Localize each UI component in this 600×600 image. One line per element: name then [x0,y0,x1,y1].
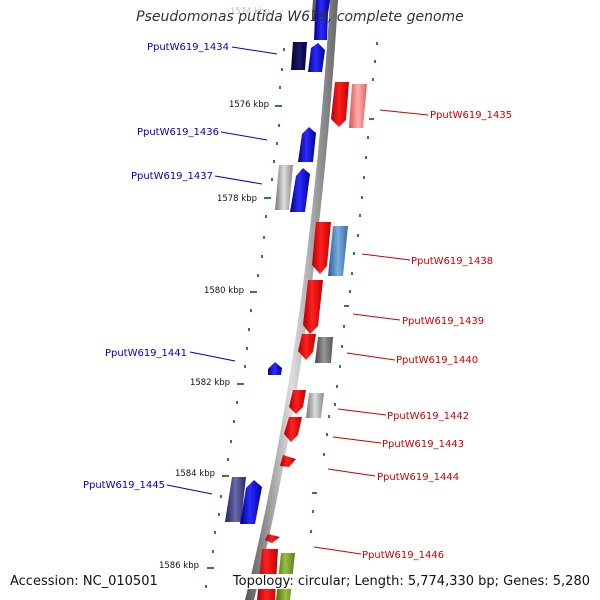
gene-label: PputW619_1441 [105,348,187,359]
gene-1437 [290,168,310,212]
forward-genes [225,0,330,524]
gene-1438b [328,226,348,276]
callout-lines-left [166,46,278,495]
gene-label: PputW619_1444 [377,472,459,483]
scale-labels: 1574 kbp 1576 kbp 1578 kbp 1580 kbp 1582… [159,7,270,571]
gene-1446a [265,534,280,543]
gene-label: PputW619_1442 [387,411,469,422]
gene-label: PputW619_1445 [83,480,165,491]
outer-tick-track [310,42,378,533]
gene-1443 [284,417,302,442]
gene-1445a [225,477,246,522]
gene-1434 [308,43,325,72]
gene-1445 [240,480,262,524]
gene-labels-left: PputW619_1434 PputW619_1436 PputW619_143… [83,42,229,491]
gene-label: PputW619_1437 [131,171,213,182]
gene-1433b [314,0,330,40]
gene-label: PputW619_1434 [147,42,229,53]
genome-backbone [245,0,338,600]
scale-label: 1576 kbp [229,100,269,110]
gene-1444 [280,455,296,467]
accession-label: Accession: NC_010501 [8,574,160,589]
gene-1441 [268,362,282,375]
gene-1439 [303,280,323,334]
scale-label: 1586 kbp [159,561,199,571]
gene-1440a [298,334,316,360]
gene-label: PputW619_1443 [382,439,464,450]
scale-label: 1578 kbp [217,194,257,204]
gene-1440 [315,337,333,363]
scale-label: 1582 kbp [190,378,230,388]
gene-1442a [289,390,306,414]
gene-labels-right: PputW619_1435 PputW619_1438 PputW619_143… [362,110,512,561]
gene-label: PputW619_1438 [411,256,493,267]
gene-1442 [306,393,324,418]
gene-label: PputW619_1439 [402,316,484,327]
scale-label: 1580 kbp [204,286,244,296]
gene-label: PputW619_1435 [430,110,512,121]
gene-1434a [291,42,307,70]
gene-label: PputW619_1440 [396,355,478,366]
map-title: Pseudomonas putida W619, complete genome [136,9,464,25]
scale-label: 1584 kbp [175,469,215,479]
gene-label: PputW619_1436 [137,127,219,138]
callout-lines-right [313,109,429,555]
gene-label: PputW619_1446 [362,550,444,561]
inner-tick-track [205,48,285,588]
scale-label: 1574 kbp [230,7,270,17]
gene-1438 [312,222,331,274]
gene-1437a [275,165,293,210]
gene-1435b [349,84,367,128]
gene-1435 [331,82,349,127]
topology-label: Topology: circular; Length: 5,774,330 bp… [230,574,592,589]
gene-1436 [298,127,316,162]
